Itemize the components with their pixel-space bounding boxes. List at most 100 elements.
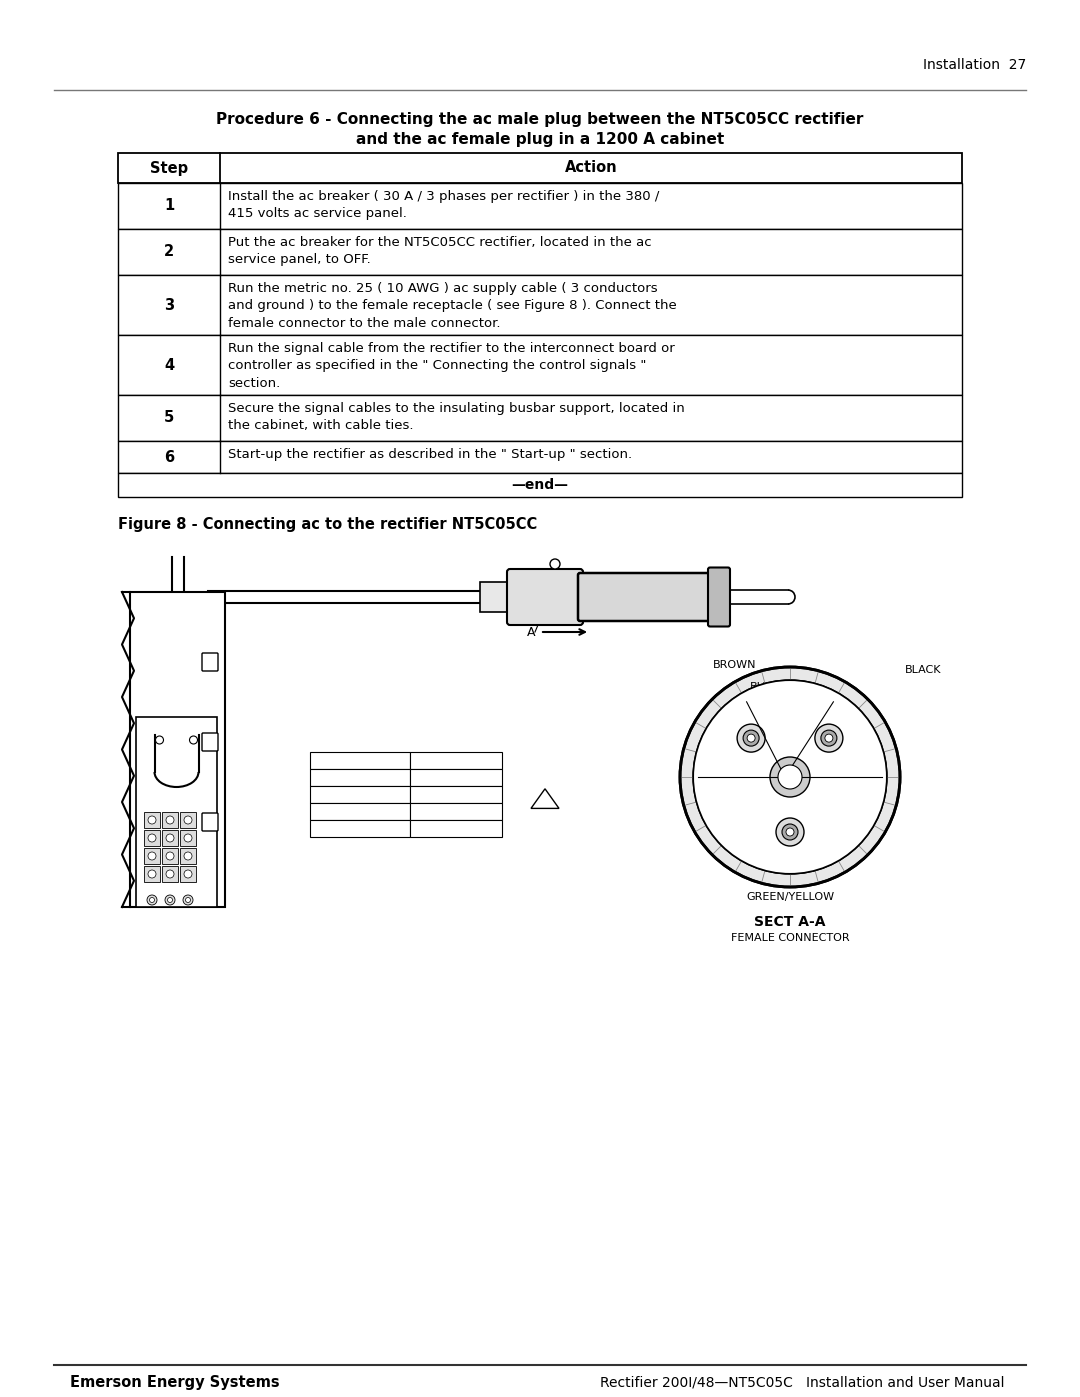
Circle shape bbox=[147, 895, 157, 905]
FancyBboxPatch shape bbox=[202, 652, 218, 671]
Text: 1: 1 bbox=[164, 198, 174, 214]
Circle shape bbox=[184, 816, 192, 824]
Text: and the ac female plug in a 1200 A cabinet: and the ac female plug in a 1200 A cabin… bbox=[356, 131, 724, 147]
Circle shape bbox=[680, 666, 900, 887]
Text: GREEN/YELLOW: GREEN/YELLOW bbox=[746, 893, 834, 902]
Circle shape bbox=[189, 736, 198, 745]
Text: 6: 6 bbox=[164, 450, 174, 464]
Bar bbox=[310, 752, 410, 768]
Bar bbox=[410, 752, 502, 768]
Bar bbox=[118, 335, 962, 395]
Circle shape bbox=[550, 559, 561, 569]
Circle shape bbox=[693, 680, 887, 873]
Bar bbox=[118, 441, 962, 474]
Circle shape bbox=[743, 731, 759, 746]
Circle shape bbox=[148, 870, 156, 877]
Text: L1 L2 L3: L1 L2 L3 bbox=[144, 788, 185, 798]
Text: FEMALE CONNECTOR: FEMALE CONNECTOR bbox=[731, 933, 849, 943]
Text: Start-up the rectifier as described in the " Start-up " section.: Start-up the rectifier as described in t… bbox=[228, 448, 632, 461]
Circle shape bbox=[166, 816, 174, 824]
Text: TB1: TB1 bbox=[154, 798, 174, 807]
Circle shape bbox=[747, 733, 755, 742]
Bar bbox=[410, 768, 502, 787]
Text: 5: 5 bbox=[164, 411, 174, 426]
Bar bbox=[118, 229, 962, 275]
Circle shape bbox=[165, 895, 175, 905]
Bar bbox=[162, 848, 178, 863]
Text: CONNECTION: CONNECTION bbox=[319, 756, 401, 766]
Bar bbox=[410, 820, 502, 837]
Bar bbox=[180, 866, 195, 882]
Text: Emerson Energy Systems: Emerson Energy Systems bbox=[70, 1375, 280, 1390]
Text: Figure 8 - Connecting ac to the rectifier NT5C05CC: Figure 8 - Connecting ac to the rectifie… bbox=[118, 517, 537, 532]
Text: 2: 2 bbox=[164, 244, 174, 260]
Bar bbox=[144, 812, 160, 828]
Bar bbox=[144, 848, 160, 863]
Circle shape bbox=[778, 766, 802, 789]
Text: A: A bbox=[546, 578, 555, 591]
Text: BROWN: BROWN bbox=[434, 789, 477, 799]
Bar bbox=[118, 154, 962, 183]
Circle shape bbox=[148, 834, 156, 842]
Text: 4: 4 bbox=[164, 358, 174, 373]
Circle shape bbox=[167, 897, 173, 902]
Text: Run the signal cable from the rectifier to the interconnect board or
controller : Run the signal cable from the rectifier … bbox=[228, 342, 675, 390]
FancyBboxPatch shape bbox=[708, 567, 730, 626]
Circle shape bbox=[166, 852, 174, 861]
Bar bbox=[310, 787, 410, 803]
Bar bbox=[410, 787, 502, 803]
Bar bbox=[118, 183, 962, 229]
Circle shape bbox=[786, 828, 794, 835]
Circle shape bbox=[184, 852, 192, 861]
Text: A: A bbox=[527, 626, 535, 638]
Text: SECT A-A: SECT A-A bbox=[754, 915, 826, 929]
Text: Action: Action bbox=[565, 161, 618, 176]
Text: Secure the signal cables to the insulating busbar support, located in
the cabine: Secure the signal cables to the insulati… bbox=[228, 402, 685, 433]
Bar bbox=[410, 803, 502, 820]
Bar bbox=[118, 275, 962, 335]
Circle shape bbox=[183, 895, 193, 905]
Text: BLUE: BLUE bbox=[442, 773, 470, 782]
Text: Step: Step bbox=[150, 161, 188, 176]
Text: BROWN: BROWN bbox=[713, 661, 757, 671]
Text: —end—: —end— bbox=[512, 478, 568, 492]
Text: Procedure 6 - Connecting the ac male plug between the NT5C05CC rectifier: Procedure 6 - Connecting the ac male plu… bbox=[216, 112, 864, 127]
Circle shape bbox=[149, 897, 154, 902]
Bar bbox=[118, 395, 962, 441]
Text: GRD: GRD bbox=[141, 888, 163, 900]
Text: BLUE: BLUE bbox=[750, 682, 779, 692]
Bar bbox=[180, 848, 195, 863]
Circle shape bbox=[166, 870, 174, 877]
Bar bbox=[136, 717, 217, 907]
Text: Installation  27: Installation 27 bbox=[922, 59, 1026, 73]
Circle shape bbox=[777, 819, 804, 847]
Text: ⊕: ⊕ bbox=[355, 823, 365, 834]
Bar bbox=[310, 820, 410, 837]
Circle shape bbox=[825, 733, 833, 742]
Bar bbox=[162, 866, 178, 882]
Bar bbox=[144, 866, 160, 882]
Circle shape bbox=[770, 757, 810, 798]
Circle shape bbox=[821, 731, 837, 746]
Text: Rectifier 200I/48—NT5C05C   Installation and User Manual: Rectifier 200I/48—NT5C05C Installation a… bbox=[600, 1375, 1004, 1389]
Bar bbox=[162, 812, 178, 828]
Bar bbox=[480, 583, 510, 612]
Circle shape bbox=[815, 724, 842, 752]
Circle shape bbox=[693, 680, 887, 873]
Text: Put the ac breaker for the NT5C05CC rectifier, located in the ac
service panel, : Put the ac breaker for the NT5C05CC rect… bbox=[228, 236, 651, 267]
Bar bbox=[310, 803, 410, 820]
Bar bbox=[310, 768, 410, 787]
Circle shape bbox=[184, 870, 192, 877]
Text: BLACK: BLACK bbox=[437, 806, 474, 816]
Text: BLACK: BLACK bbox=[905, 665, 942, 675]
Bar bbox=[130, 592, 225, 907]
Circle shape bbox=[184, 834, 192, 842]
Text: S2 (TB1-L2): S2 (TB1-L2) bbox=[327, 789, 393, 799]
Circle shape bbox=[156, 736, 163, 745]
Text: 3: 3 bbox=[164, 298, 174, 313]
Circle shape bbox=[148, 852, 156, 861]
Bar bbox=[180, 812, 195, 828]
Bar bbox=[180, 830, 195, 847]
Text: T3 (TB1-L3): T3 (TB1-L3) bbox=[327, 806, 392, 816]
Bar bbox=[144, 830, 160, 847]
